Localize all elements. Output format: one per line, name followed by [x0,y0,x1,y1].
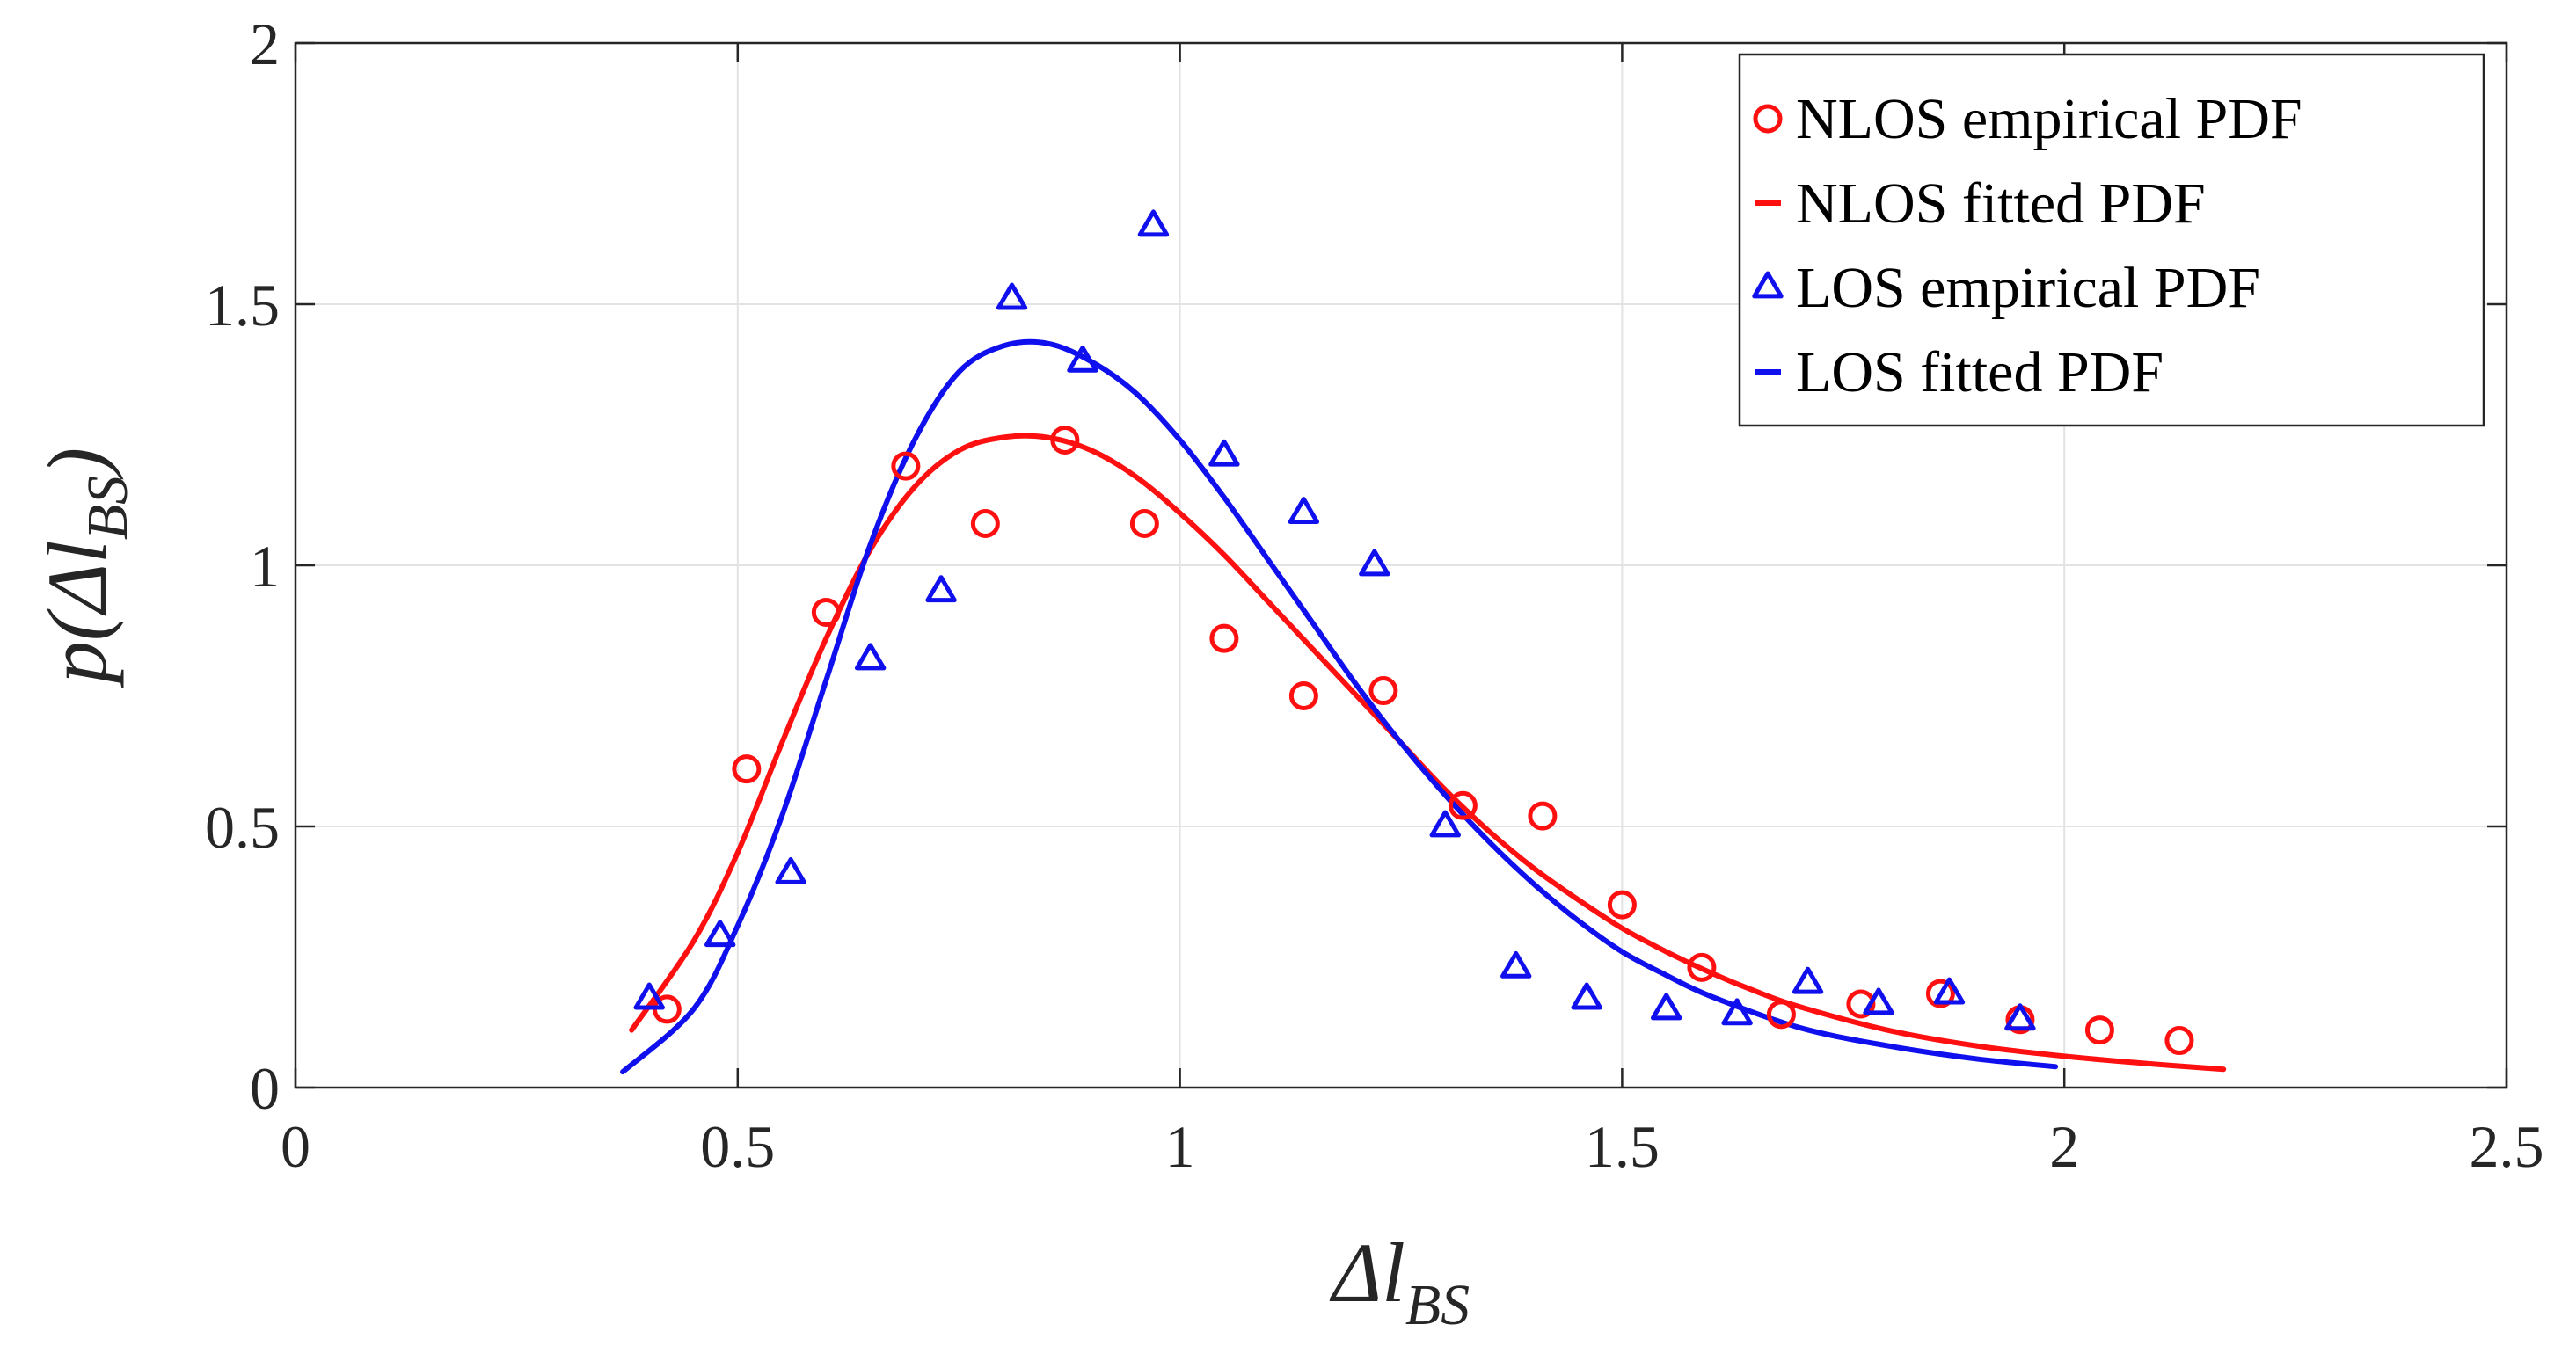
legend-item-nlos-fitted-pdf: NLOS fitted PDF [1755,171,2206,236]
legend: NLOS empirical PDF NLOS fitted PDF LOS emp… [1738,53,2485,427]
los-fitted-pdf-line [620,338,2059,1075]
legend-swatch-los-empirical-pdf [1752,271,1784,299]
y-tick-label: 0 [250,1055,280,1122]
nlos-empirical-pdf-point [1925,979,1955,1008]
los-empirical-pdf-point [1137,209,1170,237]
x-tick-label: 0.5 [700,1113,775,1180]
los-empirical-pdf-point [2004,1003,2036,1031]
nlos-empirical-pdf-point [1846,989,1876,1019]
los-empirical-pdf-point [704,920,736,948]
legend-item-nlos-empirical-pdf: NLOS empirical PDF [1753,87,2302,151]
los-empirical-pdf-point [1571,982,1602,1010]
los-empirical-pdf-point [1288,497,1320,525]
los-empirical-pdf-point [1863,987,1894,1015]
svg-text:ΔlBS: ΔlBS [1329,1226,1470,1337]
nlos-empirical-pdf-point [970,508,1000,538]
y-tick-label: 1 [250,533,280,600]
legend-item-los-fitted-pdf: LOS fitted PDF [1755,340,2164,404]
nlos-empirical-pdf-point [811,597,841,627]
los-empirical-pdf-point [1359,549,1390,577]
y-axis-label: p(ΔlBS) [30,448,140,688]
y-axis-label-close: ) [30,448,124,480]
ticks: 0 0.5 1 1.5 2 2.5 0 0.5 1 1.5 2 [205,11,2544,1180]
nlos-empirical-pdf-point [891,451,921,481]
legend-label-nlos-fitted-pdf: NLOS fitted PDF [1796,171,2206,236]
los-empirical-pdf-point [633,982,665,1010]
x-tick-label: 0 [281,1113,310,1180]
nlos-empirical-pdf-point [1607,890,1637,920]
y-axis-label-sub: BS [76,476,140,540]
los-empirical-pdf-point [925,575,957,603]
y-tick-label: 1.5 [205,272,280,338]
los-empirical-pdf-point [854,643,887,671]
los-empirical-pdf-point [1067,345,1098,373]
legend-box [1738,53,2485,427]
legend-swatch-nlos-empirical-pdf [1753,104,1783,134]
legend-item-los-empirical-pdf: LOS empirical PDF [1752,256,2260,320]
los-empirical-pdf-point [1208,439,1240,467]
nlos-empirical-pdf-point [1687,952,1717,982]
los-empirical-pdf-point [1933,977,1966,1005]
los-empirical-pdf-point [1792,966,1824,994]
series-layer [620,209,2227,1075]
y-tick-label: 0.5 [205,794,280,861]
nlos-empirical-pdf-point [2164,1026,2194,1056]
x-tick-label: 2.5 [2470,1113,2544,1180]
svg-text:p(ΔlBS): p(ΔlBS) [30,448,140,688]
legend-label-los-fitted-pdf: LOS fitted PDF [1796,340,2164,404]
x-axis-label-sub: BS [1405,1273,1470,1337]
nlos-empirical-pdf-point [2084,1015,2114,1045]
nlos-empirical-pdf-point [1766,1000,1796,1030]
x-tick-label: 1 [1165,1113,1195,1180]
nlos-empirical-pdf-point [732,754,762,784]
nlos-empirical-pdf-point [1528,801,1558,831]
x-tick-label: 2 [2049,1113,2079,1180]
nlos-empirical-pdf-point [1050,425,1080,455]
nlos-empirical-pdf-point [1368,676,1398,706]
los-empirical-pdf-markers [633,209,2036,1031]
nlos-empirical-pdf-point [1209,623,1239,653]
los-empirical-pdf-point [1500,950,1532,979]
legend-label-los-empirical-pdf: LOS empirical PDF [1796,256,2260,320]
nlos-empirical-pdf-point [1129,508,1159,538]
y-tick-label: 2 [250,11,280,77]
nlos-empirical-pdf-point [1448,790,1478,820]
nlos-empirical-pdf-markers [652,425,2194,1056]
los-empirical-pdf-point [1721,998,1753,1026]
x-tick-label: 1.5 [1585,1113,1660,1180]
los-empirical-pdf-point [1650,993,1682,1021]
y-axis-label-main: p(Δl [30,540,124,688]
x-axis-label: ΔlBS [1329,1226,1470,1337]
nlos-empirical-pdf-point [1288,681,1318,710]
los-empirical-pdf-point [996,282,1028,310]
los-empirical-pdf-point [1429,810,1461,838]
legend-label-nlos-empirical-pdf: NLOS empirical PDF [1796,87,2302,151]
x-axis-label-main: Δl [1329,1226,1405,1320]
los-empirical-pdf-point [775,856,806,884]
